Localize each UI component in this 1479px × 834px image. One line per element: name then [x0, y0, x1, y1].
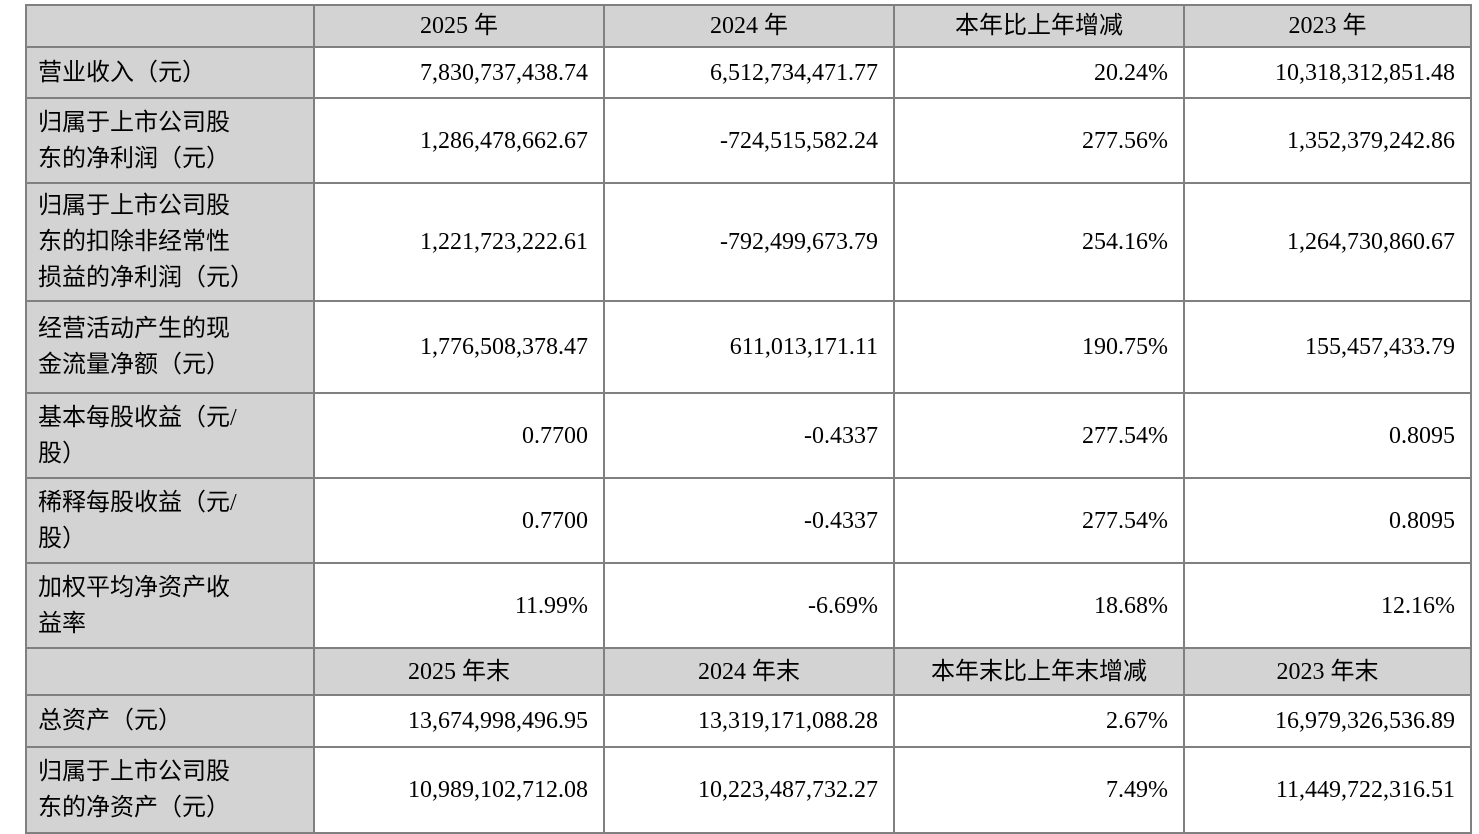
value-2024: -792,499,673.79	[603, 182, 895, 302]
value-change: 18.68%	[893, 562, 1185, 649]
row-label: 基本每股收益（元/股）	[25, 392, 315, 479]
table-row-net-profit-attributable: 归属于上市公司股东的净利润（元） 1,286,478,662.67 -724,5…	[25, 97, 1472, 184]
value-2025: 0.7700	[313, 392, 605, 479]
financial-summary-table: 2025 年 2024 年 本年比上年增减 2023 年 营业收入（元） 7,8…	[25, 4, 1472, 834]
value-2025: 13,674,998,496.95	[313, 694, 605, 748]
table-row-basic-eps: 基本每股收益（元/股） 0.7700 -0.4337 277.54% 0.809…	[25, 392, 1472, 479]
table-row-total-assets: 总资产（元） 13,674,998,496.95 13,319,171,088.…	[25, 694, 1472, 748]
table-row-operating-cash-flow: 经营活动产生的现金流量净额（元） 1,776,508,378.47 611,01…	[25, 300, 1472, 394]
value-change: 2.67%	[893, 694, 1185, 748]
annual-header-2023: 2023 年	[1183, 4, 1472, 48]
value-2025: 11.99%	[313, 562, 605, 649]
row-label: 归属于上市公司股东的净资产（元）	[25, 746, 315, 834]
value-2024: 611,013,171.11	[603, 300, 895, 394]
value-change: 20.24%	[893, 46, 1185, 99]
value-2025: 1,776,508,378.47	[313, 300, 605, 394]
row-label: 加权平均净资产收益率	[25, 562, 315, 649]
table-row-operating-revenue: 营业收入（元） 7,830,737,438.74 6,512,734,471.7…	[25, 46, 1472, 99]
row-label: 总资产（元）	[25, 694, 315, 748]
row-label: 经营活动产生的现金流量净额（元）	[25, 300, 315, 394]
row-label: 营业收入（元）	[25, 46, 315, 99]
value-2023: 1,352,379,242.86	[1183, 97, 1472, 184]
eoy-header-row: 2025 年末 2024 年末 本年末比上年末增减 2023 年末	[25, 647, 1472, 696]
value-2023: 10,318,312,851.48	[1183, 46, 1472, 99]
value-2025: 10,989,102,712.08	[313, 746, 605, 834]
value-2023: 16,979,326,536.89	[1183, 694, 1472, 748]
eoy-header-corner-cell	[25, 647, 315, 696]
eoy-header-change: 本年末比上年末增减	[893, 647, 1185, 696]
value-2024: -6.69%	[603, 562, 895, 649]
value-2023: 1,264,730,860.67	[1183, 182, 1472, 302]
value-2024: -0.4337	[603, 477, 895, 564]
row-label: 稀释每股收益（元/股）	[25, 477, 315, 564]
row-label: 归属于上市公司股东的扣除非经常性损益的净利润（元）	[25, 182, 315, 302]
table-row-weighted-avg-roe: 加权平均净资产收益率 11.99% -6.69% 18.68% 12.16%	[25, 562, 1472, 649]
value-2024: -724,515,582.24	[603, 97, 895, 184]
value-2025: 1,286,478,662.67	[313, 97, 605, 184]
table-row-net-assets-attributable: 归属于上市公司股东的净资产（元） 10,989,102,712.08 10,22…	[25, 746, 1472, 834]
value-2025: 7,830,737,438.74	[313, 46, 605, 99]
value-2023: 12.16%	[1183, 562, 1472, 649]
annual-header-2024: 2024 年	[603, 4, 895, 48]
value-change: 254.16%	[893, 182, 1185, 302]
value-2024: 10,223,487,732.27	[603, 746, 895, 834]
row-label: 归属于上市公司股东的净利润（元）	[25, 97, 315, 184]
value-2024: 6,512,734,471.77	[603, 46, 895, 99]
value-2025: 0.7700	[313, 477, 605, 564]
value-change: 7.49%	[893, 746, 1185, 834]
eoy-header-2024: 2024 年末	[603, 647, 895, 696]
value-change: 277.54%	[893, 392, 1185, 479]
table-row-net-profit-excl-nonrecurring: 归属于上市公司股东的扣除非经常性损益的净利润（元） 1,221,723,222.…	[25, 182, 1472, 302]
annual-header-row: 2025 年 2024 年 本年比上年增减 2023 年	[25, 4, 1472, 48]
annual-header-change: 本年比上年增减	[893, 4, 1185, 48]
value-change: 277.54%	[893, 477, 1185, 564]
value-2024: -0.4337	[603, 392, 895, 479]
eoy-header-2023: 2023 年末	[1183, 647, 1472, 696]
value-2025: 1,221,723,222.61	[313, 182, 605, 302]
value-2023: 0.8095	[1183, 477, 1472, 564]
value-change: 277.56%	[893, 97, 1185, 184]
table-row-diluted-eps: 稀释每股收益（元/股） 0.7700 -0.4337 277.54% 0.809…	[25, 477, 1472, 564]
value-2023: 0.8095	[1183, 392, 1472, 479]
value-2024: 13,319,171,088.28	[603, 694, 895, 748]
eoy-header-2025: 2025 年末	[313, 647, 605, 696]
value-2023: 11,449,722,316.51	[1183, 746, 1472, 834]
value-2023: 155,457,433.79	[1183, 300, 1472, 394]
financial-summary-table-container: 2025 年 2024 年 本年比上年增减 2023 年 营业收入（元） 7,8…	[25, 4, 1472, 834]
annual-header-2025: 2025 年	[313, 4, 605, 48]
annual-header-corner-cell	[25, 4, 315, 48]
value-change: 190.75%	[893, 300, 1185, 394]
